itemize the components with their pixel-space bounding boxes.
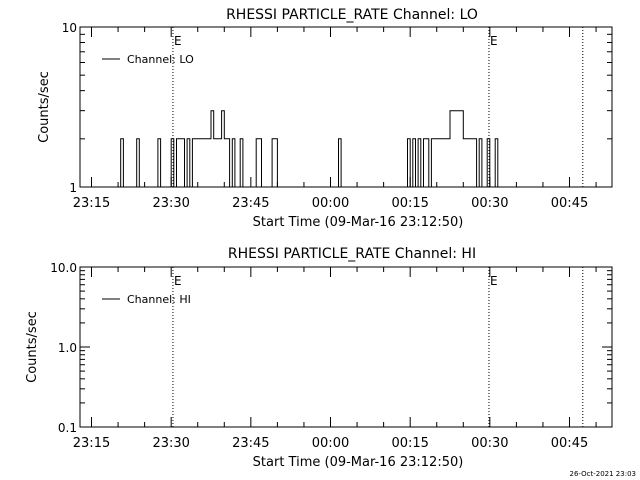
chart1-xtick-label: 00:45 — [551, 196, 588, 211]
chart2-xtick-label: 23:45 — [232, 436, 269, 451]
chart1-x-axis-label: Start Time (09-Mar-16 23:12:50) — [253, 215, 464, 230]
chart2-event-label: E — [490, 274, 498, 288]
chart2-xtick-label: 00:30 — [471, 436, 508, 451]
chart1-plot-frame — [79, 26, 613, 188]
chart2-xtick-label: 00:45 — [551, 436, 588, 451]
chart1-title: RHESSI PARTICLE_RATE Channel: LO — [226, 7, 478, 23]
chart1-ytick-label: 1 — [69, 181, 77, 195]
chart1-series-line — [96, 110, 509, 188]
chart2-xtick-label: 23:30 — [152, 436, 189, 451]
chart1: RHESSI PARTICLE_RATE Channel: LO 1 10 23:15… — [37, 7, 613, 230]
chart2-event-label: E — [174, 274, 182, 288]
chart2-plot-frame — [79, 266, 613, 428]
chart1-event-label: E — [174, 34, 182, 48]
chart1-xtick-label: 23:30 — [152, 196, 189, 211]
chart2-legend-label: Channel: HI — [127, 293, 191, 306]
chart1-xtick-label: 00:00 — [312, 196, 349, 211]
chart2-xtick-label: 00:00 — [312, 436, 349, 451]
chart1-xtick-label: 00:15 — [391, 196, 428, 211]
chart1-ytick-label: 10 — [62, 21, 77, 35]
chart1-legend-label: Channel: LO — [127, 53, 194, 66]
chart1-xtick-label: 23:45 — [232, 196, 269, 211]
chart2-x-axis-label: Start Time (09-Mar-16 23:12:50) — [253, 455, 464, 470]
chart2-y-axis-label: Counts/sec — [25, 311, 40, 383]
chart2-ytick-label: 1.0 — [58, 341, 77, 355]
chart1-y-axis-label: Counts/sec — [37, 71, 52, 143]
chart2-xtick-label: 23:15 — [73, 436, 110, 451]
chart2-ytick-label: 10.0 — [50, 261, 77, 275]
chart2: RHESSI PARTICLE_RATE Channel: HI 0.1 1.0 10… — [25, 246, 613, 470]
chart2-xtick-label: 00:15 — [391, 436, 428, 451]
chart2-title: RHESSI PARTICLE_RATE Channel: HI — [228, 246, 476, 262]
footer-timestamp: 26-Oct-2021 23:03 — [570, 470, 636, 478]
chart2-ytick-label: 0.1 — [58, 421, 77, 435]
chart1-event-label: E — [490, 34, 498, 48]
chart1-xtick-label: 23:15 — [73, 196, 110, 211]
chart1-xtick-label: 00:30 — [471, 196, 508, 211]
